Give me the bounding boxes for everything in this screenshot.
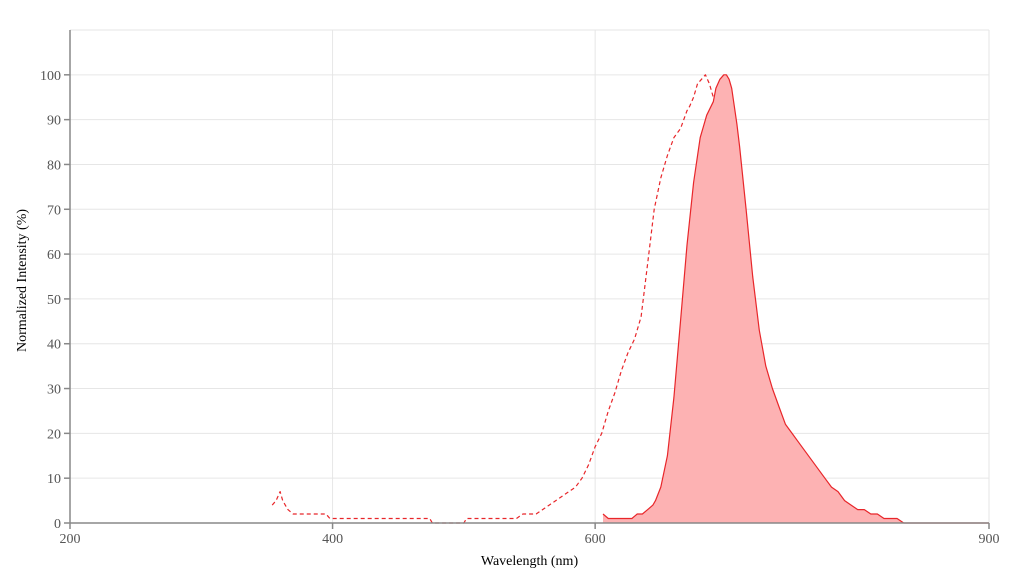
x-tick-label-200: 200 — [60, 532, 81, 547]
y-tick-label-40: 40 — [47, 338, 61, 353]
y-tick-label-30: 30 — [47, 383, 61, 398]
y-tick-label-20: 20 — [47, 427, 61, 442]
grid-lines — [70, 29, 990, 523]
y-axis-ticks: 0 10 20 30 40 50 60 70 80 90 100 — [40, 69, 70, 532]
emission-area-fill — [603, 74, 989, 524]
y-tick-label-70: 70 — [47, 203, 61, 218]
y-tick-label-80: 80 — [47, 158, 61, 173]
y-tick-label-0: 0 — [54, 517, 61, 532]
y-axis-title: Normalized Intensity (%) — [15, 209, 30, 352]
y-tick-label-60: 60 — [47, 248, 61, 263]
x-axis-ticks: 200 400 600 900 — [60, 523, 1000, 547]
y-tick-label-90: 90 — [47, 114, 61, 129]
x-tick-label-600: 600 — [585, 532, 606, 547]
axes — [69, 30, 989, 524]
y-tick-label-10: 10 — [47, 472, 61, 487]
x-tick-label-900: 900 — [979, 532, 1000, 547]
y-tick-label-100: 100 — [40, 69, 61, 84]
x-axis-title: Wavelength (nm) — [481, 554, 579, 569]
x-tick-label-400: 400 — [322, 532, 343, 547]
y-tick-label-50: 50 — [47, 293, 61, 308]
